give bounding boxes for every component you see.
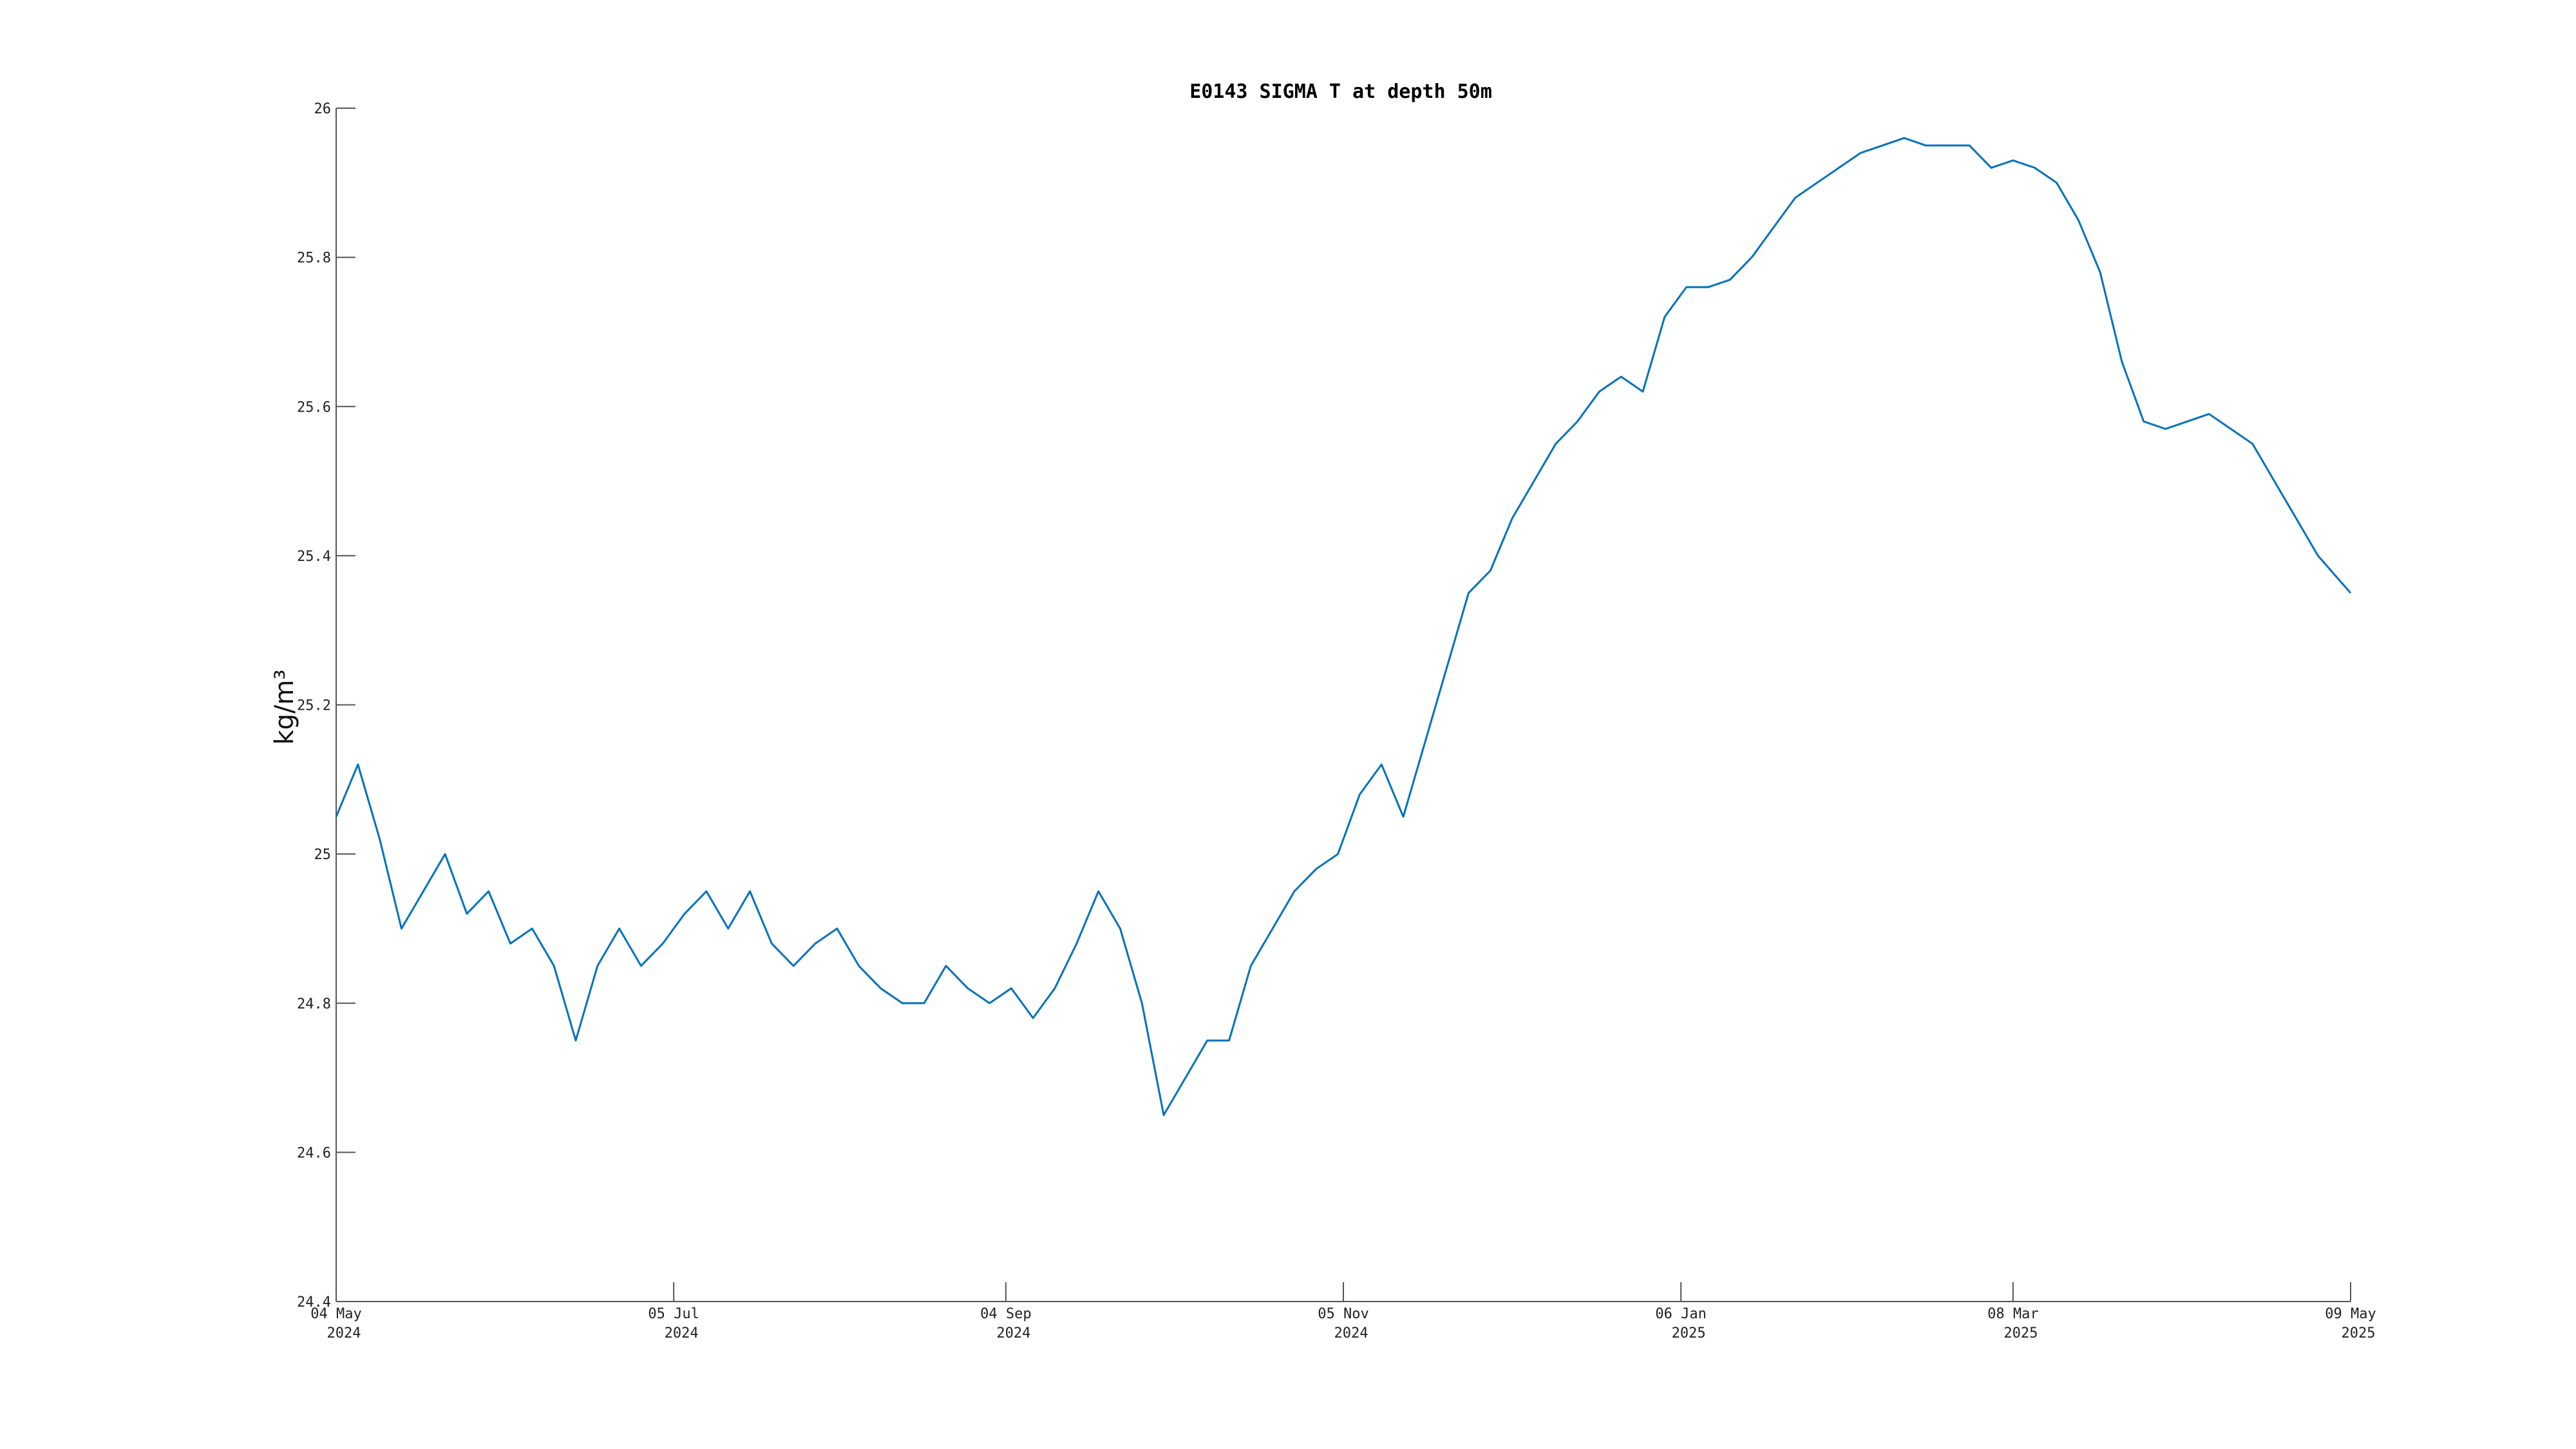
y-axis-ticks: 24.4 24.6 24.8 25 25.2 25.4 25.6 25.8 26	[297, 101, 355, 1311]
x-tick-label: 04 Sep	[980, 1306, 1031, 1322]
x-tick-year-label: 2024	[327, 1325, 361, 1341]
x-tick-year-label: 2025	[1672, 1325, 1706, 1341]
y-tick-label: 25.8	[297, 251, 331, 267]
axes	[336, 108, 2351, 1302]
y-tick-label: 25.6	[297, 399, 331, 415]
x-tick-year-label: 2024	[1334, 1325, 1368, 1341]
y-tick-label: 26	[314, 101, 332, 117]
series-line-0	[335, 137, 2352, 1116]
x-axis-ticks: 04 May 2024 05 Jul 2024 04 Sep 2024 05 Nov 2024…	[310, 1282, 2376, 1341]
x-tick-label: 05 Nov	[1318, 1306, 1368, 1322]
x-tick-label: 08 Mar	[1987, 1306, 2038, 1322]
x-tick-label: 04 May	[310, 1306, 361, 1322]
y-tick-label: 24.4	[297, 1294, 331, 1311]
x-tick-label: 09 May	[2325, 1306, 2376, 1322]
y-tick-label: 24.6	[297, 1145, 331, 1161]
x-tick-year-label: 2024	[665, 1325, 699, 1341]
series-group	[335, 137, 2352, 1116]
y-tick-label: 25	[314, 847, 332, 863]
x-tick-label: 06 Jan	[1655, 1306, 1706, 1322]
y-tick-label: 25.2	[297, 698, 331, 714]
x-tick-year-label: 2025	[2003, 1325, 2038, 1341]
y-tick-label: 25.4	[297, 549, 331, 565]
x-tick-year-label: 2025	[2342, 1325, 2376, 1341]
y-axis-label: kg/m³	[270, 669, 299, 744]
chart-title: E0143 SIGMA T at depth 50m	[1189, 80, 1492, 103]
x-tick-year-label: 2024	[996, 1325, 1030, 1341]
x-tick-label: 05 Jul	[648, 1306, 699, 1322]
y-tick-label: 24.8	[297, 996, 331, 1012]
